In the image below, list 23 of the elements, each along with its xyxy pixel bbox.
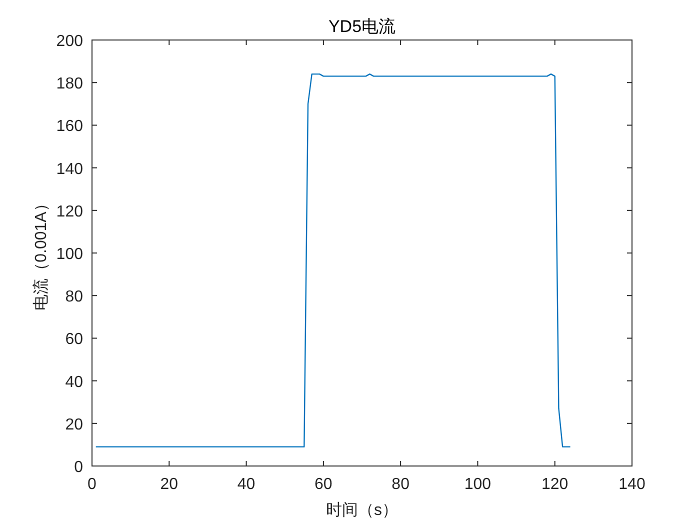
y-tick-label: 60 bbox=[65, 331, 84, 348]
x-tick-label: 100 bbox=[464, 476, 492, 493]
x-tick-label: 20 bbox=[160, 476, 178, 493]
y-tick-label: 180 bbox=[56, 76, 84, 93]
x-tick-label: 60 bbox=[314, 476, 332, 493]
x-tick-label: 80 bbox=[392, 476, 410, 493]
x-tick-label: 120 bbox=[542, 476, 568, 493]
y-tick-label: 0 bbox=[74, 459, 84, 476]
y-tick-label: 80 bbox=[65, 288, 84, 306]
y-tick-label: 200 bbox=[56, 33, 84, 50]
line-series bbox=[95, 73, 571, 448]
x-axis-title: 时间（s） bbox=[326, 501, 398, 519]
y-tick-label: 100 bbox=[56, 246, 84, 263]
y-tick-label: 140 bbox=[56, 160, 84, 178]
y-axis-title: 电流（0.001A） bbox=[32, 196, 50, 310]
y-tick-label: 40 bbox=[65, 374, 84, 391]
chart-title: YD5电流 bbox=[328, 17, 396, 36]
y-tick-label: 120 bbox=[56, 203, 84, 220]
y-tick-label: 20 bbox=[65, 416, 84, 434]
x-tick-label: 140 bbox=[618, 476, 646, 493]
y-tick-label: 160 bbox=[56, 118, 84, 136]
x-tick-label: 0 bbox=[88, 476, 97, 493]
x-tick-label: 40 bbox=[237, 476, 256, 493]
